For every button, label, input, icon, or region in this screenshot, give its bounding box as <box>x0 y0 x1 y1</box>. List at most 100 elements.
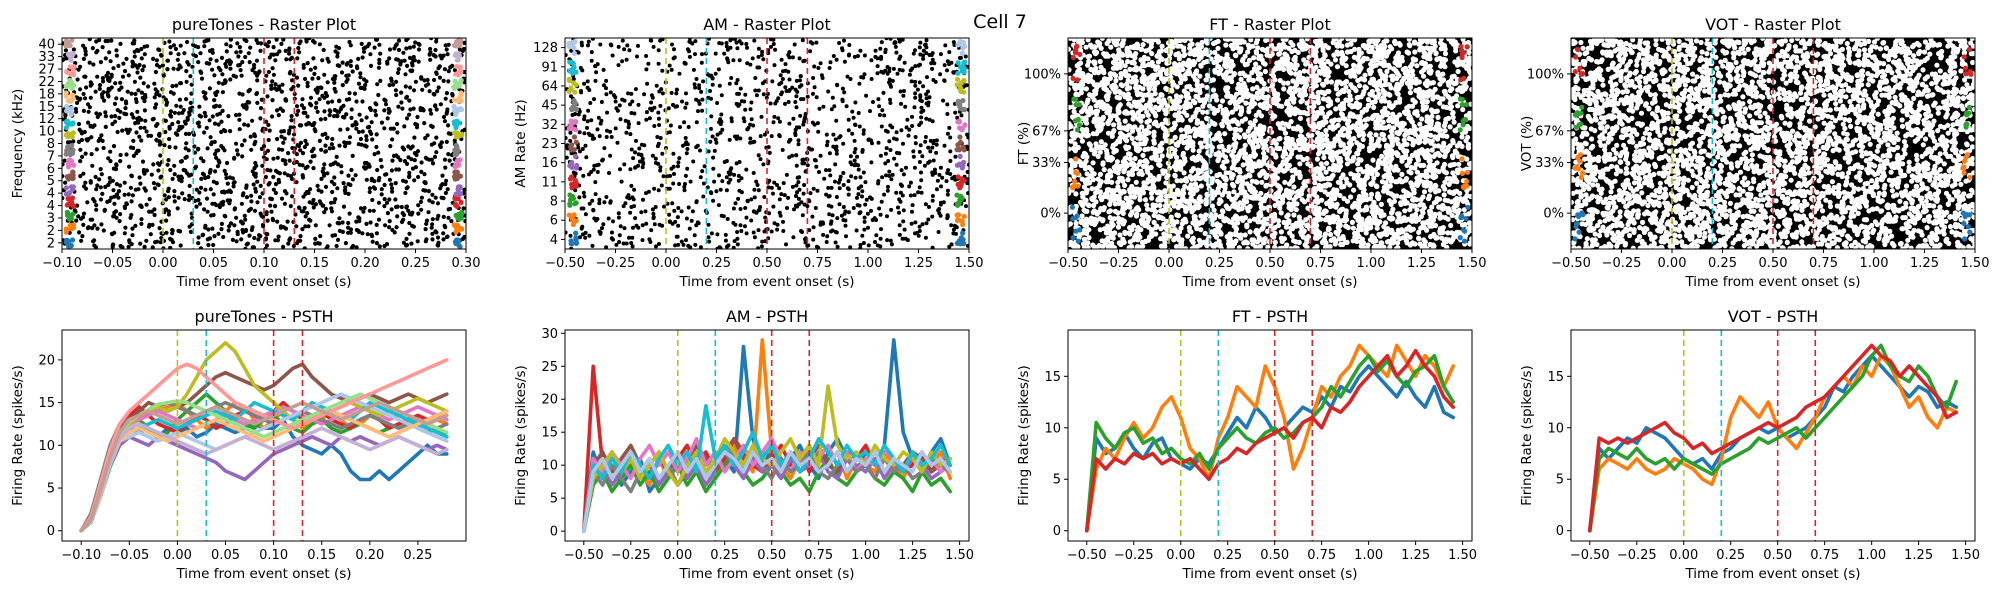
spike-dot <box>1223 64 1229 70</box>
spike-dot <box>824 168 828 173</box>
spike-dot <box>853 147 858 151</box>
spike-dot <box>106 156 111 161</box>
spike-dot <box>793 127 798 132</box>
spike-dot <box>1186 64 1193 70</box>
spike-dot <box>434 107 439 112</box>
spike-dot <box>717 173 721 178</box>
spike-dot <box>772 180 777 185</box>
spike-dot <box>581 190 586 195</box>
spike-dot <box>126 192 131 197</box>
y-tick-label: 6 <box>550 214 558 229</box>
spike-dot <box>363 166 368 171</box>
spike-dot <box>349 107 354 112</box>
spike-dot <box>1466 49 1472 56</box>
spike-dot <box>112 101 118 106</box>
spike-dot <box>306 224 311 229</box>
spike-dot <box>383 223 388 228</box>
spike-dot <box>86 109 91 114</box>
spike-dot <box>114 163 119 168</box>
spike-dot <box>1068 46 1072 52</box>
spike-dot <box>863 180 868 185</box>
spike-dot <box>751 230 756 235</box>
spike-dot <box>762 229 767 234</box>
spike-dot <box>434 135 439 140</box>
spike-dot <box>237 117 242 122</box>
spike-dot <box>95 74 100 79</box>
spike-dot <box>133 121 138 126</box>
spike-dot <box>394 92 399 98</box>
spike-dot <box>934 150 939 155</box>
spike-dot <box>761 92 766 97</box>
spike-dot <box>894 130 899 135</box>
spike-dot <box>580 68 585 73</box>
spike-dot <box>214 58 219 63</box>
condition-marker <box>572 38 578 45</box>
spike-dot <box>228 77 233 82</box>
spike-dot <box>276 113 281 118</box>
spike-dot <box>1276 51 1282 57</box>
condition-marker <box>68 57 74 63</box>
spike-dot <box>386 110 391 115</box>
spike-dot <box>589 118 594 123</box>
spike-dot <box>1183 72 1189 78</box>
spike-dot <box>924 51 929 56</box>
x-tick-label: −0.25 <box>1099 256 1139 271</box>
spike-dot <box>320 58 325 63</box>
spike-dot <box>384 200 390 205</box>
spike-dot <box>99 222 104 227</box>
spike-dot <box>194 187 199 192</box>
condition-marker <box>958 126 964 132</box>
spike-dot <box>374 231 379 236</box>
spike-dot <box>264 212 269 217</box>
spike-dot <box>340 83 345 88</box>
spike-dot <box>311 122 316 128</box>
condition-marker <box>458 226 464 232</box>
y-tick-label: 91 <box>541 60 558 75</box>
spike-dot <box>1085 38 1091 43</box>
spike-dot <box>350 153 355 158</box>
spike-dot <box>842 59 847 64</box>
spike-dot <box>841 183 846 187</box>
spike-dot <box>868 109 872 114</box>
spike-dot <box>184 69 189 74</box>
spike-dot <box>857 203 862 208</box>
spike-dot <box>175 206 180 211</box>
spike-dot <box>116 189 122 194</box>
spike-dot <box>646 61 651 66</box>
spike-dot <box>151 162 156 167</box>
condition-marker <box>957 139 964 145</box>
spike-dot <box>604 245 609 249</box>
spike-dot <box>395 130 400 135</box>
spike-dot <box>749 100 754 105</box>
spike-dot <box>921 53 926 58</box>
spike-dot <box>906 133 911 138</box>
spike-dot <box>1363 85 1369 91</box>
spike-dot <box>100 138 105 143</box>
spike-dot <box>654 244 658 249</box>
spike-dot <box>344 79 349 84</box>
spike-dot <box>259 97 264 102</box>
condition-marker <box>459 131 465 137</box>
spike-dot <box>897 210 901 215</box>
spike-dot <box>395 214 400 219</box>
spike-dot <box>81 211 87 216</box>
spike-dot <box>255 40 260 46</box>
spike-dot <box>636 121 641 126</box>
spike-dot <box>1303 61 1309 67</box>
spike-dot <box>122 69 128 74</box>
spike-dot <box>753 76 758 80</box>
spike-dot <box>347 39 352 45</box>
spike-dot <box>1344 42 1350 48</box>
spike-dot <box>1267 53 1273 59</box>
condition-marker <box>569 217 575 223</box>
spike-dot <box>434 150 439 155</box>
spike-dot <box>753 88 758 93</box>
spike-dot <box>887 169 892 174</box>
spike-dot <box>1362 77 1368 83</box>
spike-dot <box>643 209 648 214</box>
spike-dot <box>798 78 802 83</box>
spike-dot <box>318 117 323 122</box>
y-tick-label: 16 <box>541 156 558 171</box>
spike-dot <box>632 111 637 116</box>
spike-dot <box>429 111 434 116</box>
